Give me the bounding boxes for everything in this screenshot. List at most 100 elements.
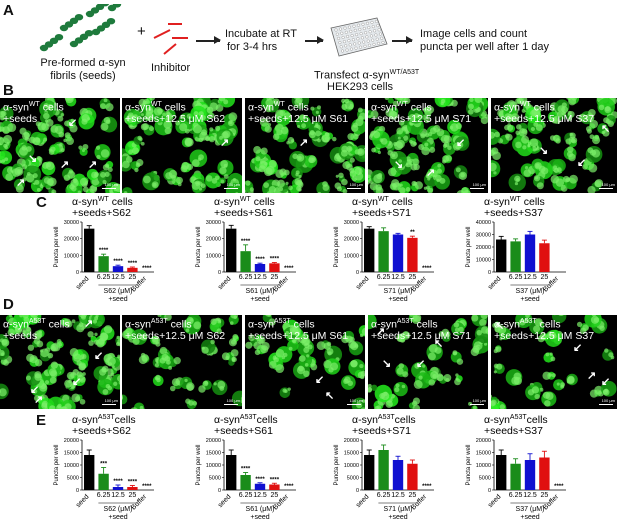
- title-variant: WT: [378, 196, 390, 203]
- category-label: 25: [409, 492, 417, 499]
- micrograph-label: α-synA53T cells +seeds+12.5 μM S62: [125, 316, 225, 342]
- y-axis-label: Puncta per well: [196, 226, 202, 267]
- category-label: 12.5: [253, 492, 267, 499]
- chart-title: α-synA53Tcells: [214, 414, 278, 426]
- y-tick-label: 0: [218, 270, 221, 276]
- category-label: 25: [409, 274, 417, 281]
- label-treatment: +seeds+12.5 μM S37: [494, 112, 595, 125]
- arrow-marker-icon: ↙: [68, 117, 78, 129]
- label-treatment: +seeds+12.5 μM S62: [125, 329, 226, 342]
- label-variant: WT: [273, 101, 285, 108]
- y-tick-label: 10000: [206, 463, 221, 469]
- significance-stars: ****: [128, 261, 138, 267]
- category-label: 12.5: [523, 492, 537, 499]
- arrow-marker-icon: ↗: [587, 370, 597, 382]
- bar-chart: α-synA53Tcells+seeds+S61 0 5000 10000 15000 2…: [196, 414, 296, 520]
- category-label: seed: [487, 275, 503, 291]
- y-tick-label: 20000: [476, 438, 491, 444]
- bar: [226, 228, 237, 272]
- micrograph-panel: α-synA53T cells +seeds+12.5 μM S61 100 μm ↙…: [245, 315, 365, 409]
- transfect-line1: Transfect α-synWT/A53T: [314, 69, 420, 82]
- arrow-marker-icon: ↙: [456, 137, 466, 149]
- seeds-caption-line2: fibrils (seeds): [50, 70, 116, 82]
- x-group-sublabel: +seed: [388, 514, 407, 520]
- bar-chart: α-synWT cells+seeds+S71 0 10000 20000 30000 P…: [334, 196, 434, 302]
- label-treatment: +seeds+12.5 μM S71: [371, 112, 472, 125]
- significance-stars: ****: [241, 467, 251, 473]
- bar: [392, 234, 404, 272]
- chart-subtitle: +seeds+S62: [72, 207, 131, 219]
- label-cells: cells: [536, 318, 561, 331]
- label-cells: cells: [161, 101, 186, 114]
- label-variant: A53T: [273, 318, 291, 325]
- micrograph-label: α-synA53T cells +seeds+12.5 μM S71: [371, 316, 471, 342]
- micrograph-label: α-synWT cells +seeds+12.5 μM S62: [125, 99, 225, 125]
- y-tick-label: 20000: [64, 438, 79, 444]
- category-label: seed: [487, 493, 503, 509]
- label-protein: α-syn: [3, 318, 29, 331]
- bar: [510, 241, 521, 272]
- arrow-marker-icon: ↖: [325, 390, 335, 402]
- bar: [226, 455, 237, 490]
- arrow-marker-icon: ↗: [220, 137, 230, 149]
- category-label: seed: [75, 493, 91, 509]
- scale-text: 100 μm: [472, 398, 486, 403]
- significance-stars: ****: [241, 239, 251, 245]
- arrow-marker-icon: ↗: [376, 326, 386, 338]
- label-treatment: +seeds+12.5 μM S37: [494, 329, 595, 342]
- label-variant: A53T: [519, 318, 537, 325]
- title-protein: α-syn: [484, 196, 510, 208]
- scale-bar: [224, 403, 238, 405]
- y-tick-label: 0: [488, 270, 491, 276]
- micrograph-panel: α-synWT cells +seeds+12.5 μM S61 100 μm ↗: [245, 98, 365, 193]
- bar: [392, 460, 404, 490]
- title-variant: A53T: [378, 414, 395, 421]
- bar: [407, 237, 418, 272]
- category-label: 12.5: [391, 492, 405, 499]
- category-label: seed: [217, 275, 233, 291]
- fibril-bead: [112, 4, 122, 8]
- label-treatment: +seeds: [3, 329, 38, 342]
- title-protein: α-syn: [72, 196, 98, 208]
- micrograph-label: α-synWT cells +seeds+12.5 μM S37: [494, 99, 594, 125]
- title-variant: A53T: [240, 414, 257, 421]
- title-variant: A53T: [98, 414, 115, 421]
- label-protein: α-syn: [125, 101, 151, 114]
- category-label: 6.25: [97, 492, 111, 499]
- y-tick-label: 15000: [206, 451, 221, 457]
- category-label: seed: [355, 275, 371, 291]
- chart-subtitle: +seeds+S61: [214, 425, 273, 437]
- label-cells: cells: [407, 101, 432, 114]
- cell-image: [368, 315, 488, 409]
- label-protein: α-syn: [248, 318, 274, 331]
- x-group-label: S71 (μM): [384, 288, 413, 295]
- significance-stars: ****: [284, 266, 294, 272]
- fibril-seeds-icon: [39, 4, 122, 52]
- arrow-marker-icon: ↙: [577, 157, 587, 169]
- arrow-marker-icon: ↘: [28, 153, 38, 165]
- category-label: 12.5: [111, 274, 125, 281]
- bar-chart: α-synWT cells+seeds+S37 0 10000 20000 30000 4…: [466, 196, 566, 302]
- label-cells: cells: [167, 318, 192, 331]
- micrograph-panel: α-synA53T cells +seeds 100 μm ↗ ↙ ↙ ↙ ↗: [0, 315, 120, 409]
- bar: [378, 231, 389, 272]
- y-tick-label: 0: [76, 488, 79, 494]
- arrow-marker-icon: ↙: [601, 376, 611, 388]
- significance-stars: ****: [270, 477, 280, 483]
- label-variant: WT: [396, 101, 408, 108]
- bar-chart: α-synWT cells+seeds+S61 0 10000 20000 30000 P…: [196, 196, 296, 302]
- scale-bar: [102, 187, 116, 189]
- inhibitor-icon: [153, 23, 188, 55]
- title-cells: cells: [109, 196, 133, 208]
- scale-bar: [347, 403, 361, 405]
- category-label: 12.5: [253, 274, 267, 281]
- incubate-line1: Incubate at RT: [225, 28, 297, 40]
- y-tick-label: 5000: [347, 476, 359, 482]
- arrow-marker-icon: ↖: [495, 320, 505, 332]
- image-line2: puncta per well after 1 day: [420, 41, 550, 53]
- title-protein: α-syn: [352, 196, 378, 208]
- bar: [254, 483, 266, 490]
- title-variant: WT: [240, 196, 252, 203]
- label-variant: A53T: [150, 318, 168, 325]
- significance-stars: **: [410, 230, 415, 236]
